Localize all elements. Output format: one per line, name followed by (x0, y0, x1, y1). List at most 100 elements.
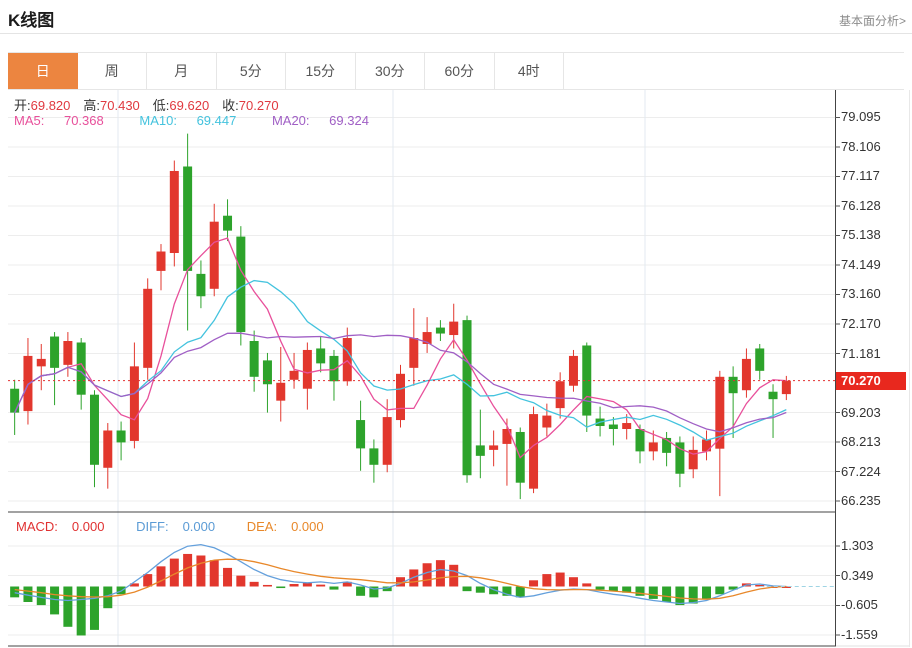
macd-bar (169, 558, 179, 587)
candle-body (356, 420, 366, 449)
macd-bar (675, 586, 685, 606)
candle-body (249, 341, 259, 377)
candle-body (103, 430, 113, 468)
macd-bar (715, 586, 725, 595)
header-divider (0, 33, 912, 34)
candle-body (369, 448, 379, 465)
candle-body (608, 424, 618, 429)
macd-bar (622, 586, 632, 593)
candle-body (449, 321, 459, 336)
macd-bar (688, 586, 698, 604)
macd-bar (635, 586, 645, 596)
macd-bar (648, 586, 658, 599)
candle-body (768, 391, 778, 400)
macd-bar (356, 586, 366, 596)
macd-bar (502, 586, 512, 596)
macd-bar (449, 564, 459, 587)
candle-body (116, 430, 126, 443)
macd-bar (568, 577, 578, 587)
macd-bar (63, 586, 73, 627)
macd-bar (422, 563, 432, 587)
macd-bar (50, 586, 60, 615)
candle-body (568, 355, 578, 386)
candle-body (542, 415, 552, 428)
candle-body (475, 445, 485, 456)
candle-body (143, 288, 153, 368)
candle-body (781, 380, 791, 395)
candle-body (435, 327, 445, 334)
macd-bar (462, 586, 472, 592)
macd-bar (262, 584, 272, 587)
candle-body (728, 376, 738, 394)
macd-bar (435, 560, 445, 587)
tab-week[interactable]: 周 (77, 53, 147, 89)
fundamental-analysis-link[interactable]: 基本面分析> (838, 14, 906, 28)
macd-bar (249, 581, 259, 587)
tab-4hour[interactable]: 4时 (494, 53, 564, 89)
macd-bar (223, 567, 233, 587)
tab-60min[interactable]: 60分 (425, 53, 495, 89)
macd-bar (608, 586, 618, 592)
macd-bar (156, 566, 166, 587)
tab-15min[interactable]: 15分 (286, 53, 356, 89)
candle-body (409, 338, 419, 368)
candle-body (675, 442, 685, 474)
macd-bar (276, 586, 286, 589)
candle-body (302, 349, 312, 389)
candle-body (329, 355, 339, 382)
candle-body (169, 170, 179, 254)
macd-bar (475, 586, 485, 593)
candle-body (316, 348, 326, 364)
candle-body (289, 370, 299, 380)
dea-line (14, 558, 787, 600)
candle-body (688, 449, 698, 470)
tab-month[interactable]: 月 (147, 53, 217, 89)
candle-body (502, 428, 512, 444)
candle-body (755, 348, 765, 371)
candle-body (529, 414, 539, 489)
tab-30min[interactable]: 30分 (355, 53, 425, 89)
candle-body (555, 381, 565, 409)
macd-bar (396, 577, 405, 587)
macd-bar (515, 586, 525, 598)
tab-5min[interactable]: 5分 (216, 53, 286, 89)
macd-bar (342, 581, 352, 587)
macd-bar (382, 586, 392, 592)
page-title: K线图 (8, 11, 55, 30)
macd-bar (555, 572, 565, 587)
candle-body (36, 358, 46, 367)
candle-body (396, 373, 405, 421)
candle-body (702, 439, 712, 452)
period-tab-bar: 日 周 月 5分 15分 30分 60分 4时 (8, 52, 904, 90)
macd-bar (582, 583, 592, 587)
macd-bar (662, 586, 672, 602)
macd-bar (755, 584, 765, 587)
candle-body (462, 320, 472, 476)
candle-body (622, 423, 632, 429)
candle-body (50, 336, 60, 368)
macd-bar (302, 582, 312, 587)
candle-body (635, 428, 645, 452)
macd-bar (76, 586, 86, 636)
tab-day[interactable]: 日 (8, 53, 78, 89)
candle-body (741, 358, 751, 391)
candle-body (183, 166, 193, 271)
macd-bar (316, 584, 326, 587)
macd-bar (329, 586, 339, 590)
macd-bar (529, 580, 539, 587)
macd-bar (369, 586, 379, 598)
macd-bar (209, 560, 219, 587)
candle-body (276, 382, 286, 401)
candle-body (582, 345, 592, 416)
candle-body (715, 376, 725, 449)
candle-body (23, 355, 33, 412)
macd-bar (36, 586, 46, 606)
candle-body (63, 341, 73, 365)
macd-bar (542, 574, 552, 587)
candle-body (342, 338, 352, 382)
macd-bar (10, 586, 20, 598)
candle-body (236, 236, 246, 333)
candle-body (382, 417, 392, 465)
